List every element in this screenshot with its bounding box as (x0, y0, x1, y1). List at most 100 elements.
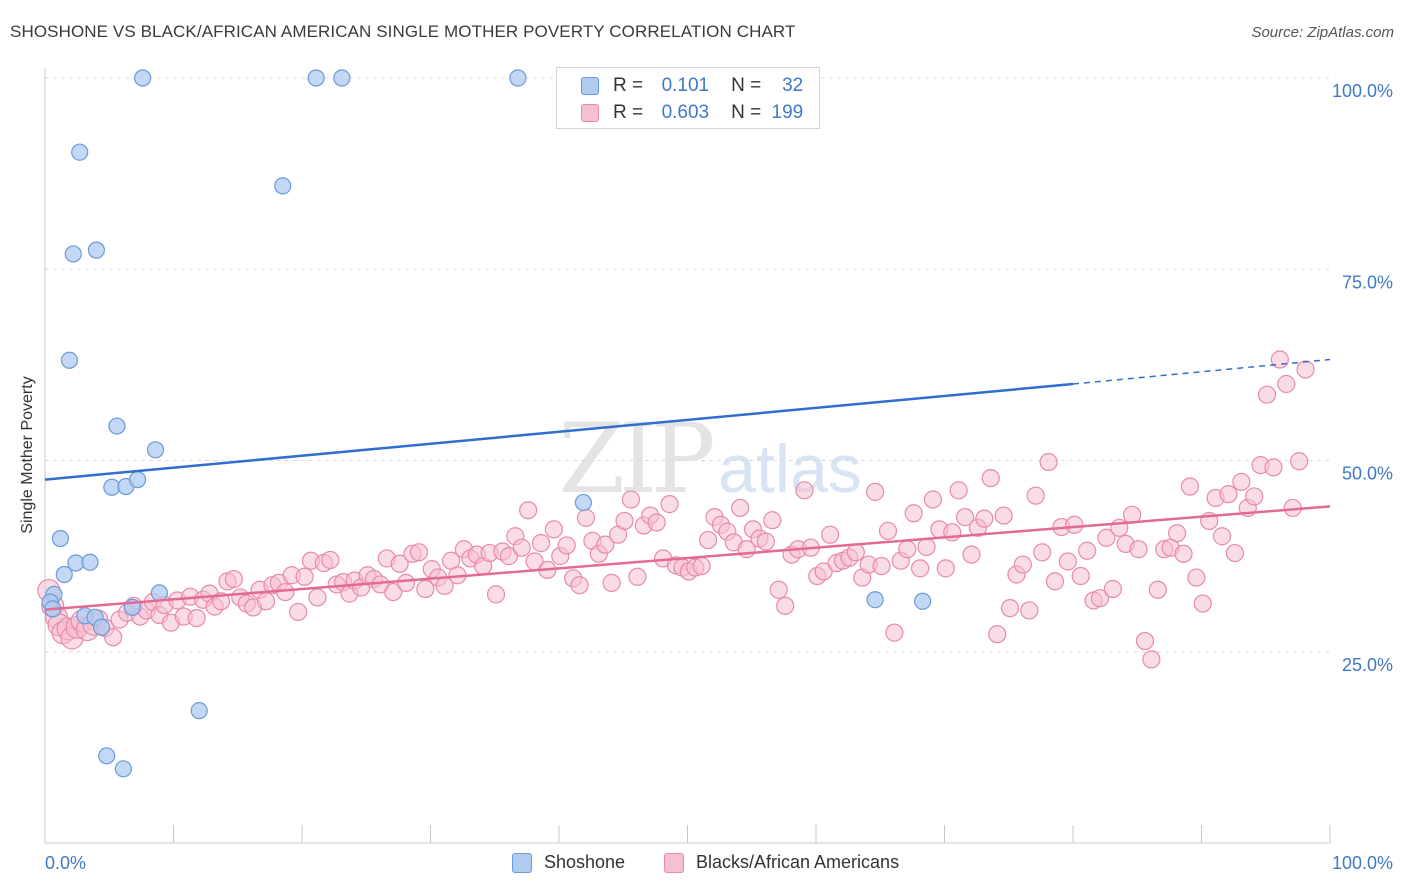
legend-item-shoshone: Shoshone (512, 852, 625, 873)
blacks-point (692, 556, 711, 576)
blacks-point (1013, 555, 1032, 574)
tick-labels: 25.0% 50.0% 75.0% 100.0% 0.0% 100.0% (45, 81, 1393, 873)
shoshone-point (333, 69, 351, 87)
trend-lines (44, 358, 1331, 611)
shoshone-point (87, 241, 106, 259)
x-tick-label: 0.0% (45, 853, 86, 873)
blacks-point (1225, 543, 1245, 563)
legend-n-value: 199 (771, 102, 804, 123)
shoshone-point (81, 553, 99, 571)
blacks-point (776, 596, 795, 615)
blacks-point (1167, 524, 1187, 543)
blacks-point (544, 520, 563, 539)
blacks-point (602, 573, 621, 593)
shoshone-point (914, 592, 932, 610)
blacks-point (396, 573, 416, 593)
blacks-point (962, 545, 981, 564)
y-tick-label: 25.0% (1342, 655, 1393, 675)
blacks-point (1212, 527, 1232, 546)
axes (44, 68, 1331, 844)
shoshone-point (134, 69, 152, 87)
shoshone-point (509, 69, 527, 87)
blacks-point (1193, 594, 1212, 613)
blacks-point (763, 511, 782, 530)
blacks-point (756, 532, 775, 551)
x-tick-label: 100.0% (1332, 853, 1393, 873)
blacks-point (1000, 599, 1020, 618)
blacks-point (308, 588, 327, 607)
blacks-point (628, 567, 647, 586)
blacks-point (878, 521, 898, 540)
blacks-point (872, 556, 891, 576)
blacks-point (821, 525, 840, 544)
legend-item-blacks: Blacks/African Americans (664, 852, 899, 873)
legend-swatch-shoshone (512, 852, 532, 873)
blacks-point (1039, 452, 1058, 472)
blacks-point (576, 508, 596, 527)
blacks-point (519, 501, 538, 520)
blacks-point (994, 506, 1013, 525)
y-tick-label: 100.0% (1332, 81, 1393, 101)
blacks-point (1187, 568, 1206, 587)
watermark: ZIP atlas (558, 403, 861, 515)
blacks-point (981, 468, 1000, 488)
blacks-point (1219, 485, 1238, 504)
blacks-point (910, 559, 930, 578)
y-tick-label: 75.0% (1342, 272, 1393, 292)
shoshone-point (60, 351, 79, 369)
legend-r-value: 0.603 (661, 102, 710, 123)
shoshone-point (108, 417, 126, 435)
shoshone-point (64, 245, 82, 263)
blacks-point (1245, 487, 1264, 506)
blacks-point (1020, 601, 1039, 620)
shoshone-point (92, 618, 111, 636)
blacks-point (1135, 631, 1155, 651)
blacks-point (1058, 552, 1077, 571)
legend-r-label: R = (613, 102, 644, 123)
blacks-point (795, 481, 814, 500)
shoshone-point (146, 441, 165, 459)
legend-r-label: R = (613, 75, 644, 96)
shoshone-point (71, 143, 89, 161)
blacks-point (187, 608, 206, 628)
blacks-point (256, 592, 276, 611)
blacks-point (321, 550, 340, 570)
shoshone-point (51, 529, 70, 548)
blacks-point (904, 504, 923, 523)
blacks-trend-line (44, 505, 1331, 611)
legend-row-shoshone: R = 0.101 N = 32 (581, 73, 803, 99)
blacks-point (1296, 360, 1315, 379)
blacks-point (557, 536, 576, 555)
shoshone-point (866, 591, 884, 609)
correlation-legend: R = 0.101 N = 32 R = 0.603 N = 199 (556, 67, 820, 129)
chart-title: SHOSHONE VS BLACK/AFRICAN AMERICAN SINGL… (10, 22, 796, 41)
blacks-point (1078, 541, 1097, 560)
blacks-point (885, 623, 904, 642)
blacks-point (409, 543, 429, 562)
legend-swatch-shoshone (581, 77, 599, 95)
blacks-point (1045, 572, 1065, 591)
blacks-point (936, 559, 955, 578)
blacks-point (1264, 458, 1283, 477)
blacks-point (289, 602, 308, 622)
blacks-point (596, 535, 615, 554)
blacks-points (37, 350, 1315, 669)
blacks-point (1071, 566, 1090, 586)
shoshone-point (128, 471, 147, 489)
blacks-point (1277, 374, 1296, 394)
blacks-point (499, 547, 518, 566)
blacks-point (295, 567, 314, 586)
shoshone-point (274, 177, 292, 195)
blacks-point (1148, 580, 1167, 599)
blacks-point (621, 490, 641, 509)
shoshone-point (98, 747, 116, 765)
blacks-point (769, 580, 788, 599)
blacks-point (1026, 486, 1045, 505)
blacks-point (1174, 544, 1193, 563)
blacks-point (698, 530, 718, 550)
blacks-point (955, 508, 975, 527)
blacks-point (1257, 385, 1277, 404)
blacks-point (647, 513, 666, 532)
blacks-point (1065, 515, 1084, 534)
